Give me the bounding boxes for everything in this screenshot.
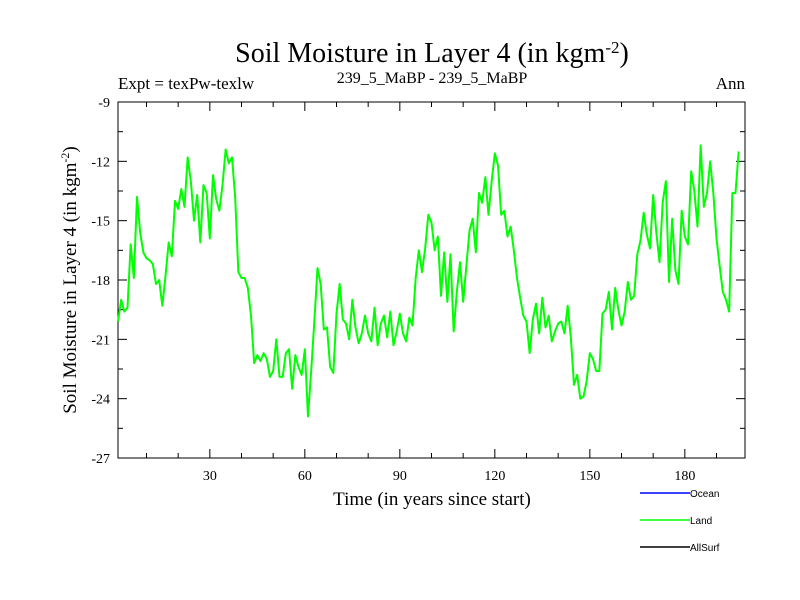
y-axis-label-superscript: -2 — [58, 153, 72, 163]
y-tick-label: -12 — [91, 155, 110, 170]
x-axis-label: Time (in years since start) — [333, 489, 531, 510]
x-axis: 30 60 90 120 150 180 — [146, 102, 717, 484]
plot-frame — [117, 101, 746, 459]
y-tick-label: -24 — [91, 393, 110, 408]
y-tick-label: -18 — [91, 274, 110, 289]
experiment-label: Expt = texPw-texlw — [118, 74, 255, 93]
chart-title: Soil Moisture in Layer 4 (in kgm-2) — [235, 38, 629, 70]
chart-title-superscript: -2 — [605, 38, 619, 57]
x-tick-label: 60 — [298, 469, 312, 484]
legend-label-ocean: Ocean — [690, 489, 719, 500]
y-axis-label-close: ) — [60, 146, 81, 152]
series-layer — [117, 144, 740, 418]
comparison-label: 239_5_MaBP - 239_5_MaBP — [337, 70, 528, 87]
y-axis-label: Soil Moisture in Layer 4 (in kgm-2) — [58, 146, 81, 414]
legend: Ocean Land AllSurf — [640, 489, 720, 554]
series-line-land — [117, 144, 740, 418]
y-axis-label-main: Soil Moisture in Layer 4 (in kgm — [60, 162, 81, 413]
y-tick-label: -9 — [98, 96, 110, 111]
chart-title-close: ) — [620, 38, 629, 69]
period-label: Ann — [716, 74, 746, 93]
chart-title-main: Soil Moisture in Layer 4 (in kgm — [235, 38, 605, 69]
x-tick-label: 180 — [674, 469, 695, 484]
x-tick-label: 90 — [393, 469, 407, 484]
legend-label-land: Land — [690, 516, 712, 527]
x-tick-label: 30 — [203, 469, 217, 484]
y-tick-label: -21 — [91, 333, 110, 348]
x-tick-label: 150 — [579, 469, 600, 484]
y-tick-label: -15 — [91, 215, 110, 230]
y-tick-label: -27 — [91, 452, 110, 467]
x-tick-label: 120 — [484, 469, 505, 484]
y-axis: -9 -12 -15 -18 -21 -24 -27 — [91, 96, 745, 467]
legend-label-allsurf: AllSurf — [690, 543, 720, 554]
